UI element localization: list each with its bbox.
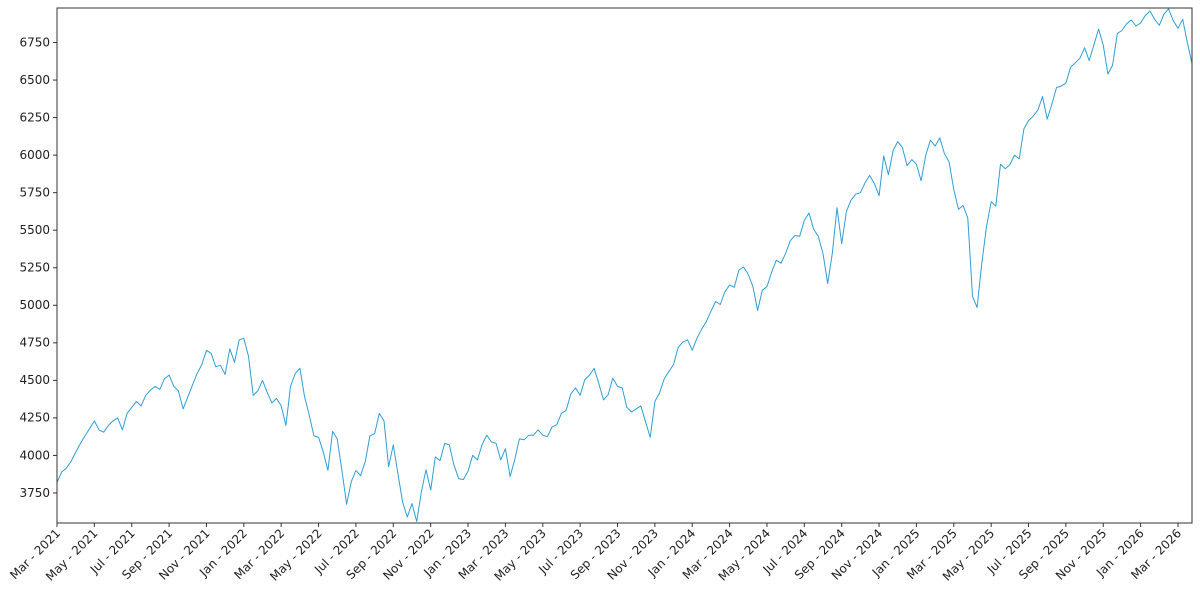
y-tick-label: 6250 [19, 110, 50, 124]
y-tick-label: 6000 [19, 148, 50, 162]
y-tick-label: 4750 [19, 336, 50, 350]
y-tick-label: 5000 [19, 298, 50, 312]
y-tick-label: 6750 [19, 35, 50, 49]
y-tick-label: 4250 [19, 411, 50, 425]
y-tick-label: 5500 [19, 223, 50, 237]
y-tick-label: 6500 [19, 73, 50, 87]
y-tick-label: 4000 [19, 448, 50, 462]
y-tick-label: 5250 [19, 261, 50, 275]
y-tick-label: 4500 [19, 373, 50, 387]
axes-spines [56, 7, 1193, 524]
price-line [57, 8, 1192, 522]
y-tick-label: 3750 [19, 486, 50, 500]
y-tick-label: 5750 [19, 186, 50, 200]
